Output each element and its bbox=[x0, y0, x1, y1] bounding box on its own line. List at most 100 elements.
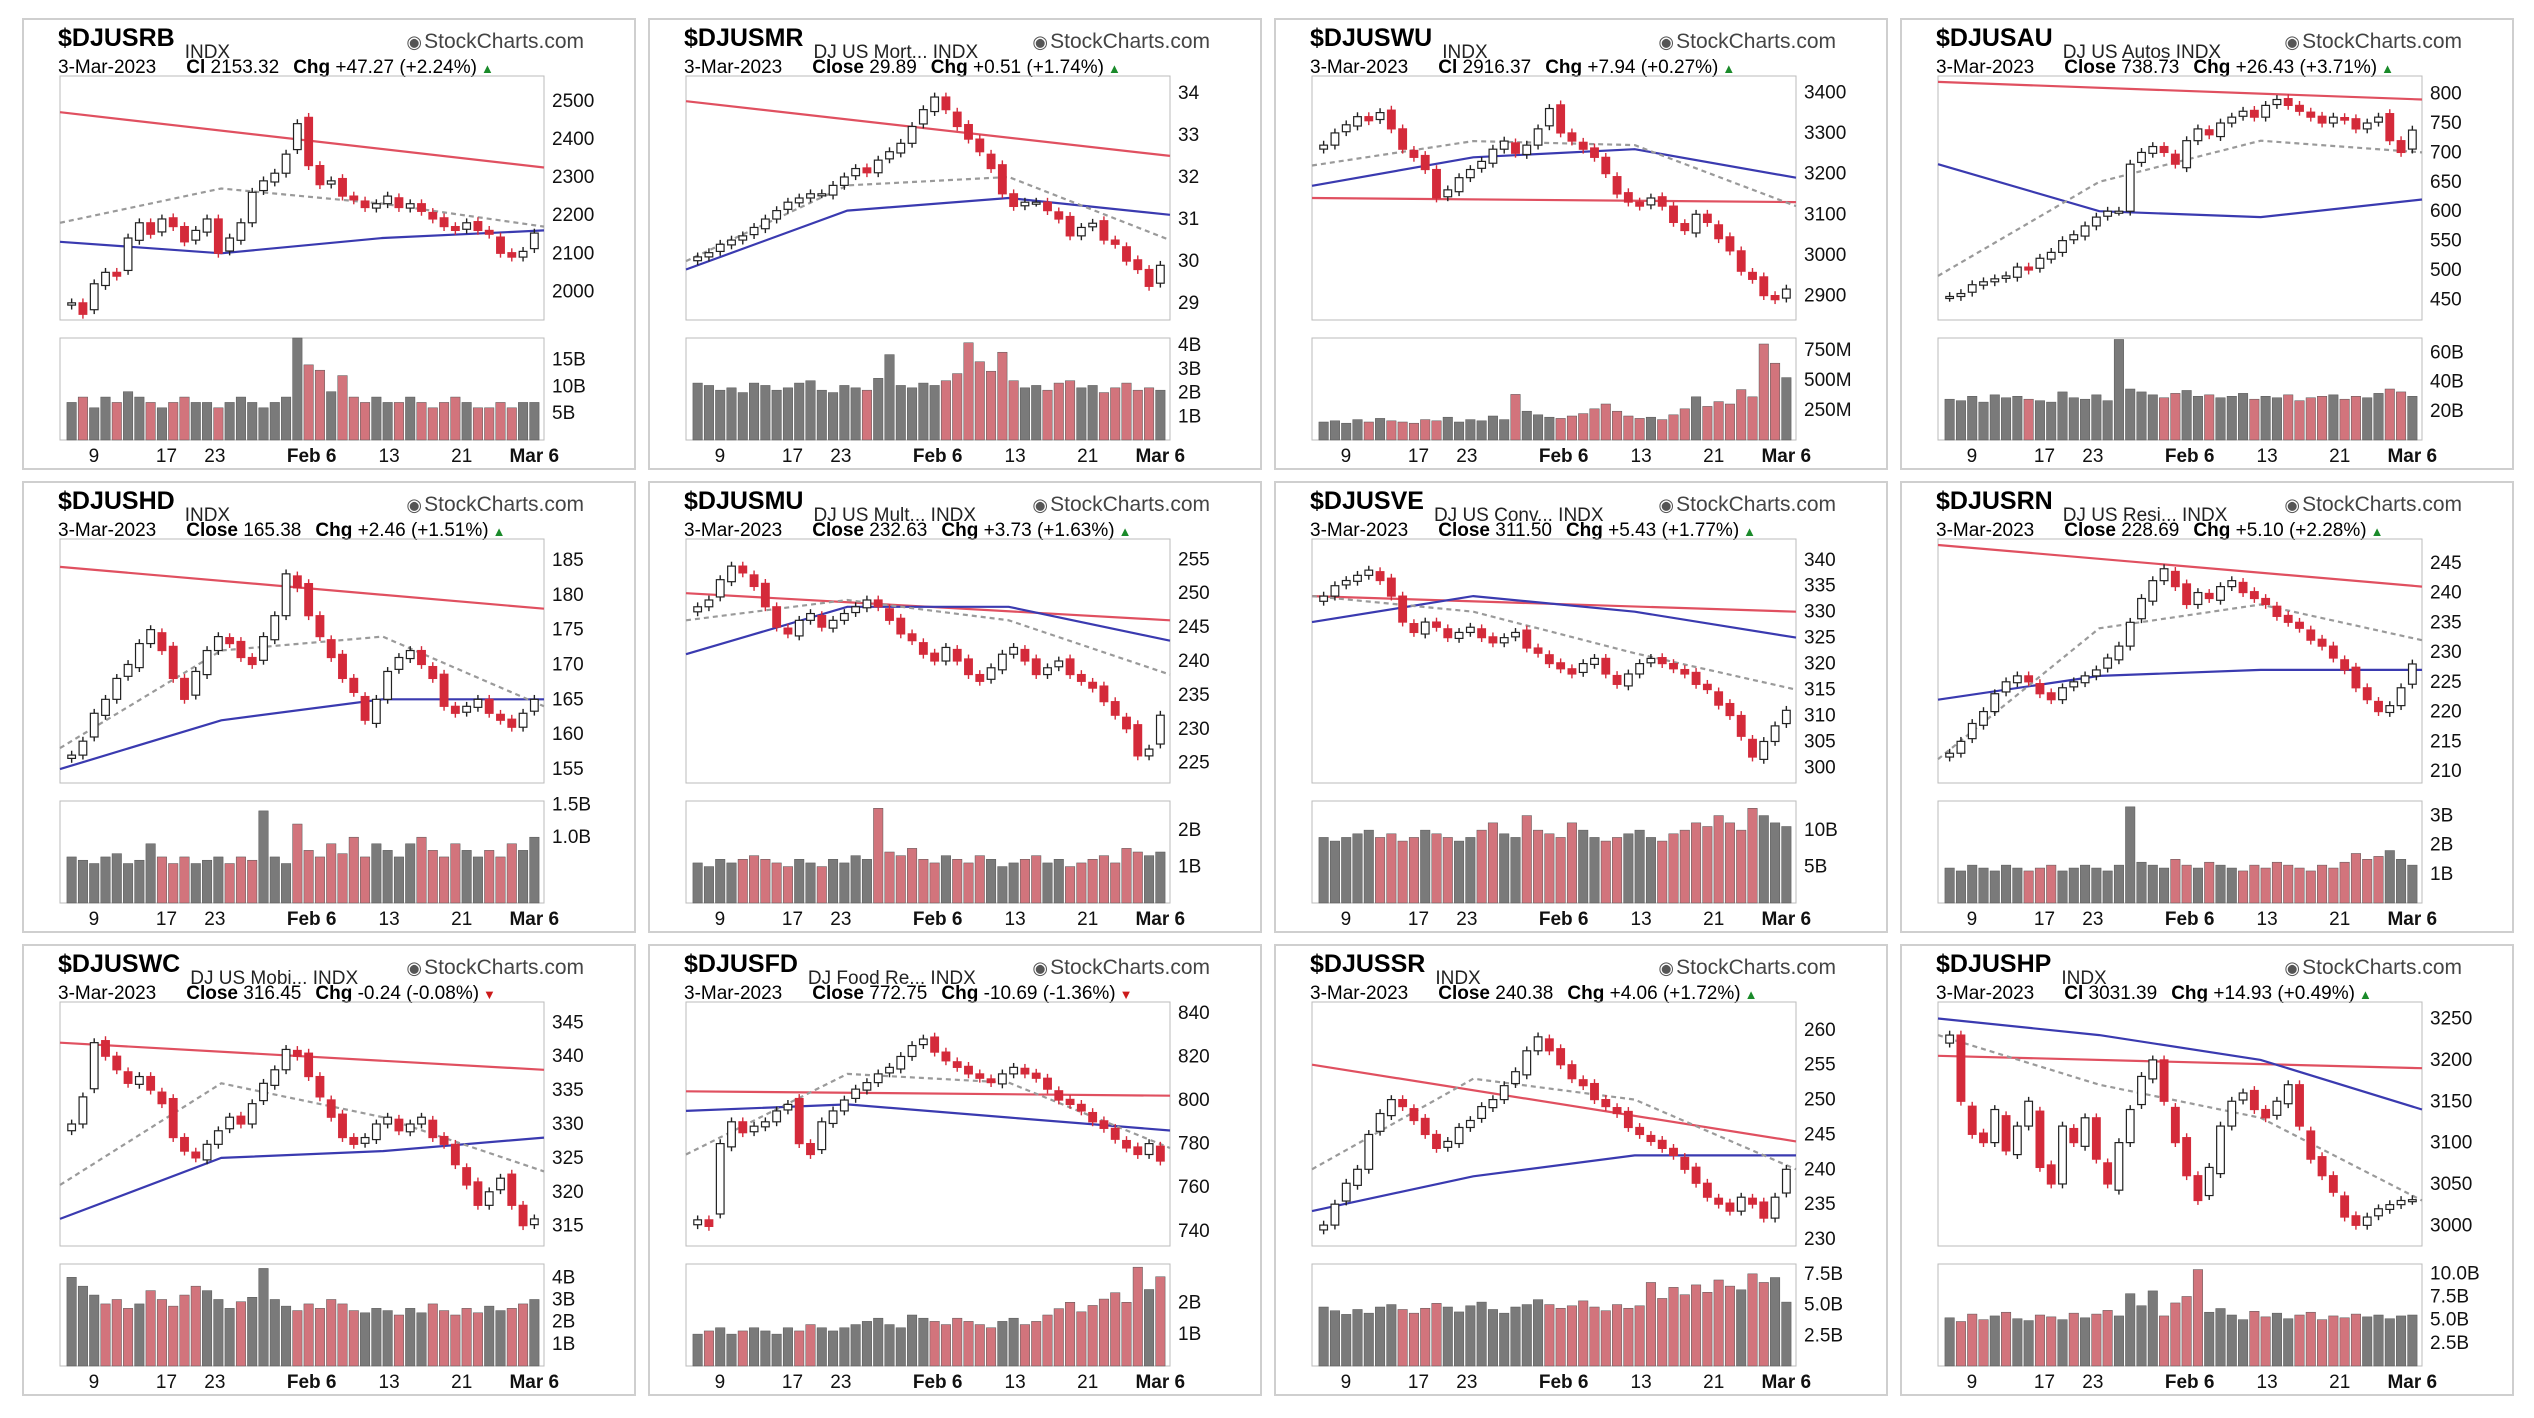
volume-bar bbox=[1533, 414, 1544, 441]
candle bbox=[715, 575, 725, 602]
price-tick-label: 340 bbox=[1804, 550, 1836, 571]
volume-bar bbox=[1098, 1298, 1109, 1367]
volume-bar bbox=[2305, 870, 2316, 904]
candle bbox=[507, 248, 517, 262]
volume-bar bbox=[247, 859, 258, 904]
candle bbox=[1590, 1079, 1599, 1104]
candle bbox=[873, 595, 883, 612]
volume-bar bbox=[156, 407, 167, 441]
volume-tick-label: 15B bbox=[552, 349, 586, 370]
candle bbox=[862, 1078, 872, 1095]
chart-panel-djusrn[interactable]: $DJUSRNDJ US Resi... INDX ◉StockCharts.co… bbox=[1900, 481, 2514, 933]
candle bbox=[2091, 1113, 2101, 1164]
candle bbox=[1031, 1068, 1041, 1083]
volume-bar bbox=[963, 1321, 974, 1367]
volume-bar bbox=[450, 1314, 461, 1367]
globe-icon: ◉ bbox=[2284, 958, 2301, 978]
volume-bar bbox=[2080, 1317, 2091, 1367]
chart-svg: 840 820 800 780 760 740 2B 1B 9 17 23 Feb 6 13 21 Mar … bbox=[685, 1001, 1210, 1393]
chart-panel-djusmr[interactable]: $DJUSMRDJ US Mort... INDX ◉StockCharts.co… bbox=[648, 18, 1262, 470]
chart-panel-djuswc[interactable]: $DJUSWCDJ US Mobi... INDX ◉StockCharts.co… bbox=[22, 944, 636, 1396]
volume-bar bbox=[805, 862, 816, 904]
candle bbox=[2058, 236, 2067, 257]
change-value: +47.27 (+2.24%) bbox=[335, 57, 477, 78]
candle bbox=[1155, 710, 1165, 749]
candle bbox=[2317, 1152, 2327, 1181]
volume-bar bbox=[1476, 1301, 1487, 1367]
volume-bar bbox=[760, 859, 771, 904]
candle bbox=[1375, 567, 1385, 585]
candle bbox=[191, 667, 201, 700]
change-label: Chg bbox=[2193, 57, 2236, 78]
candle bbox=[693, 602, 703, 617]
candle bbox=[89, 708, 99, 742]
ma-short-line bbox=[59, 635, 545, 750]
volume-bar bbox=[495, 856, 506, 904]
x-tick-label: Mar 6 bbox=[509, 446, 559, 467]
chart-panel-djusfd[interactable]: $DJUSFDDJ Food Re... INDX ◉StockCharts.co… bbox=[648, 944, 1262, 1396]
candle bbox=[2148, 1055, 2158, 1084]
chart-panel-djushp[interactable]: $DJUSHPINDX ◉StockCharts.com 3-Mar-2023 Cl … bbox=[1900, 944, 2514, 1396]
candle bbox=[794, 1094, 804, 1148]
ma-short-line bbox=[685, 1072, 1171, 1156]
candle bbox=[326, 635, 336, 662]
candle bbox=[2362, 118, 2372, 134]
chart-panel-djusve[interactable]: $DJUSVEDJ US Conv... INDX ◉StockCharts.co… bbox=[1274, 481, 1888, 933]
candle bbox=[1736, 246, 1746, 276]
volume-bar bbox=[2328, 867, 2339, 904]
close-label: Close bbox=[1438, 520, 1496, 541]
candle bbox=[473, 217, 483, 235]
price-tick-label: 335 bbox=[1804, 576, 1836, 597]
candle bbox=[806, 189, 815, 203]
candle bbox=[1945, 748, 1955, 762]
chart-panel-djushd[interactable]: $DJUSHDINDX ◉StockCharts.com 3-Mar-2023 Clo… bbox=[22, 481, 636, 933]
volume-bar bbox=[247, 1297, 258, 1367]
candle bbox=[270, 168, 280, 187]
brand-text: StockCharts.com bbox=[424, 493, 584, 516]
candle bbox=[941, 92, 951, 115]
volume-bar bbox=[326, 1299, 337, 1367]
volume-bar bbox=[2159, 397, 2170, 441]
volume-bar bbox=[715, 859, 726, 904]
candle bbox=[1781, 1164, 1791, 1198]
candle bbox=[2080, 671, 2090, 688]
chart-panel-djusrb[interactable]: $DJUSRBINDX ◉StockCharts.com 3-Mar-2023 Cl … bbox=[22, 18, 636, 470]
volume-bar bbox=[2001, 397, 2012, 441]
price-tick-label: 3300 bbox=[1804, 123, 1846, 144]
candle bbox=[1635, 1123, 1645, 1139]
candle bbox=[168, 641, 178, 683]
candle bbox=[1533, 1032, 1543, 1056]
volume-bar bbox=[2034, 1314, 2045, 1367]
candle bbox=[1465, 622, 1475, 637]
candle bbox=[2216, 118, 2225, 141]
volume-bar bbox=[427, 407, 438, 441]
price-tick-label: 760 bbox=[1178, 1177, 1210, 1198]
volume-bar bbox=[247, 402, 258, 441]
candle bbox=[749, 570, 759, 591]
volume-bar bbox=[1544, 416, 1555, 441]
volume-bar bbox=[1442, 1306, 1453, 1367]
volume-bar bbox=[2249, 864, 2260, 904]
x-tick-label: 13 bbox=[379, 1372, 400, 1393]
volume-bar bbox=[1747, 1273, 1758, 1367]
volume-bar bbox=[518, 1303, 529, 1367]
candle bbox=[2317, 111, 2327, 128]
chart-panel-djuswu[interactable]: $DJUSWUINDX ◉StockCharts.com 3-Mar-2023 Cl … bbox=[1274, 18, 1888, 470]
volume-bar bbox=[348, 396, 359, 441]
volume-bar bbox=[2362, 859, 2373, 904]
chart-panel-djusmu[interactable]: $DJUSMUDJ US Mult... INDX ◉StockCharts.co… bbox=[648, 481, 1262, 933]
volume-bar bbox=[918, 859, 929, 904]
x-tick-label: 23 bbox=[1456, 909, 1477, 930]
x-tick-label: 21 bbox=[1703, 909, 1724, 930]
candle bbox=[78, 736, 88, 760]
chart-panel-djussr[interactable]: $DJUSSRINDX ◉StockCharts.com 3-Mar-2023 Clo… bbox=[1274, 944, 1888, 1396]
volume-bar bbox=[202, 859, 213, 904]
volume-bar bbox=[1363, 829, 1374, 904]
volume-bar bbox=[2102, 870, 2113, 904]
volume-bar bbox=[771, 1333, 782, 1367]
volume-bar bbox=[2057, 1319, 2068, 1367]
volume-bar bbox=[258, 407, 269, 441]
chart-panel-djusau[interactable]: $DJUSAUDJ US Autos INDX ◉StockCharts.com 3… bbox=[1900, 18, 2514, 470]
volume-bar bbox=[1042, 389, 1053, 441]
volume-bar bbox=[1600, 403, 1611, 441]
